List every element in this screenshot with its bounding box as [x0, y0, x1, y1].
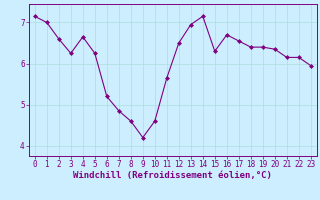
X-axis label: Windchill (Refroidissement éolien,°C): Windchill (Refroidissement éolien,°C) [73, 171, 272, 180]
